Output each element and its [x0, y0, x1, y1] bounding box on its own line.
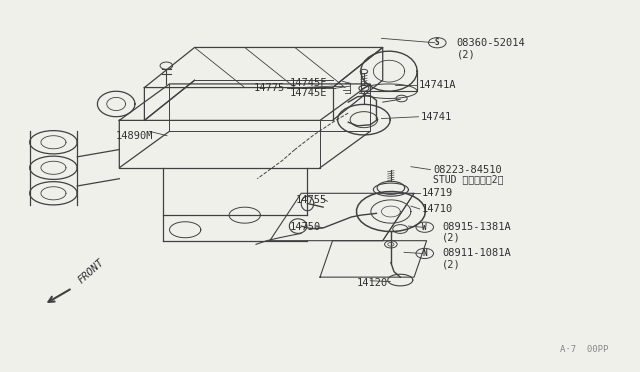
Text: 08360-52014: 08360-52014 [457, 38, 525, 48]
Text: N: N [422, 249, 427, 258]
Text: STUD スタッド（2）: STUD スタッド（2） [433, 174, 504, 185]
Text: 14120: 14120 [356, 278, 388, 288]
Text: 14710: 14710 [422, 204, 453, 214]
Text: (2): (2) [457, 49, 476, 59]
Text: 14750: 14750 [290, 222, 321, 232]
Text: 14755: 14755 [296, 195, 328, 205]
Text: 14741: 14741 [420, 112, 452, 122]
Text: 14745E: 14745E [290, 88, 328, 98]
Text: 14741A: 14741A [419, 80, 456, 90]
Text: 14775: 14775 [254, 83, 285, 93]
Text: S: S [435, 38, 440, 47]
Text: (2): (2) [442, 259, 461, 269]
Text: 08915-1381A: 08915-1381A [442, 222, 511, 232]
Text: 08223-84510: 08223-84510 [433, 164, 502, 174]
Text: A·7  00PP: A·7 00PP [560, 346, 609, 355]
Text: FRONT: FRONT [77, 257, 107, 285]
Text: 14745F: 14745F [290, 78, 328, 88]
Text: W: W [422, 223, 427, 232]
Text: 08911-1081A: 08911-1081A [442, 248, 511, 259]
Text: 14719: 14719 [422, 188, 453, 198]
Text: (2): (2) [442, 233, 461, 243]
Text: 14890M: 14890M [116, 131, 154, 141]
